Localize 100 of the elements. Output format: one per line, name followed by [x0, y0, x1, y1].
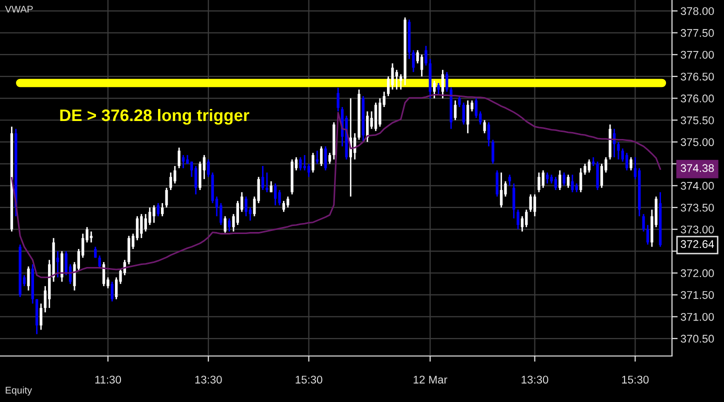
- candlestick: [642, 213, 645, 232]
- candlestick: [546, 172, 549, 184]
- candlestick: [207, 158, 210, 178]
- candlestick: [40, 302, 42, 330]
- candlestick: [144, 213, 147, 232]
- candlestick: [483, 119, 486, 134]
- candlestick: [516, 208, 520, 230]
- candlestick: [328, 152, 332, 164]
- y-tick-label: 376.50: [680, 72, 714, 81]
- candlestick: [474, 98, 478, 119]
- candlestick: [236, 200, 240, 226]
- candlestick: [274, 182, 277, 206]
- candlestick: [630, 156, 632, 172]
- candlestick: [492, 139, 494, 164]
- x-tick-label: 15:30: [296, 376, 322, 384]
- candlestick: [432, 80, 436, 99]
- candlestick: [228, 218, 231, 232]
- candlestick: [584, 163, 586, 176]
- candlestick: [178, 146, 180, 169]
- candlestick: [420, 54, 424, 78]
- x-tick-label: 13:30: [195, 376, 222, 384]
- y-tick-label: 371.50: [680, 291, 714, 299]
- candlestick: [562, 172, 566, 186]
- candlestick: [466, 100, 470, 134]
- candlestick: [446, 71, 448, 92]
- candlestick: [266, 172, 268, 193]
- candlestick: [542, 170, 544, 189]
- candlestick: [253, 196, 256, 217]
- candlestick: [454, 100, 457, 121]
- y-tick-label: 378.00: [680, 7, 714, 16]
- candlestick: [98, 254, 101, 270]
- candlestick: [161, 202, 164, 217]
- candlestick: [56, 250, 60, 278]
- candlestick: [257, 176, 260, 204]
- candlestick: [220, 202, 222, 226]
- y-tick-label: 377.00: [680, 50, 714, 59]
- candlestick: [140, 213, 143, 239]
- candlestick: [512, 182, 516, 220]
- candlestick: [579, 167, 582, 193]
- ref-line-label: DE > 376.28 long trigger: [60, 108, 250, 125]
- candlestick: [378, 98, 382, 128]
- text: Equity: [6, 386, 32, 396]
- candlestick: [600, 163, 604, 189]
- candlestick: [320, 146, 323, 167]
- candlestick: [558, 170, 562, 191]
- y-tick-label: 375.00: [680, 138, 714, 146]
- candlestick: [307, 163, 310, 178]
- candlestick: [412, 50, 415, 73]
- candlestick: [437, 82, 440, 95]
- candlestick: [441, 69, 444, 99]
- candlestick: [571, 174, 574, 193]
- candlestick: [110, 281, 114, 302]
- x-tick-label: 12 Mar: [414, 376, 448, 384]
- candlestick: [424, 45, 428, 66]
- candlestick: [646, 224, 650, 246]
- candlestick: [538, 172, 540, 193]
- candlestick: [554, 176, 558, 191]
- candlestick: [261, 165, 264, 191]
- candlestick: [458, 95, 461, 108]
- candlestick: [617, 141, 620, 160]
- candlestick: [496, 170, 498, 198]
- candlestick: [566, 174, 570, 189]
- candlestick: [152, 204, 156, 224]
- y-tick-label: 377.50: [680, 29, 714, 37]
- x-tick-label: 13:30: [522, 376, 548, 384]
- candlestick: [174, 165, 176, 184]
- y-tick-label: 373.50: [680, 204, 714, 212]
- candlestick: [244, 196, 248, 217]
- candlestick: [500, 172, 503, 208]
- y-tick-label: 371.00: [680, 312, 714, 321]
- candlestick: [224, 216, 226, 234]
- candlestick: [194, 165, 198, 196]
- text: 374.38: [680, 164, 714, 172]
- annotation: VWAP: [5, 6, 33, 13]
- y-tick-label: 376.00: [680, 94, 714, 102]
- y-tick-label: 372.00: [680, 269, 714, 278]
- candlestick: [286, 196, 290, 208]
- y-tick-label: 370.50: [680, 334, 714, 343]
- y-tick-label: 374.00: [680, 182, 714, 190]
- candlestick: [520, 216, 524, 232]
- candlestick: [533, 194, 536, 217]
- candlestick: [27, 266, 30, 292]
- candlestick: [395, 69, 398, 90]
- candlestick: [156, 202, 160, 217]
- candlestick: [462, 102, 465, 126]
- candlestick: [165, 187, 168, 208]
- y-tick-label: 375.50: [680, 116, 714, 124]
- y-tick-label: 373.00: [680, 226, 714, 234]
- candlestick: [336, 87, 340, 112]
- text: 372.64: [680, 240, 714, 248]
- candlestick: [282, 200, 286, 213]
- candlestick: [299, 156, 302, 172]
- candlestick: [508, 174, 511, 186]
- x-tick-label: 15:30: [622, 376, 649, 384]
- candlestick: [625, 152, 628, 172]
- candlestick: [312, 152, 314, 174]
- candlestick: [588, 158, 590, 174]
- candlestick: [169, 172, 172, 191]
- candlestick: [391, 62, 394, 90]
- candlestick: [148, 206, 152, 226]
